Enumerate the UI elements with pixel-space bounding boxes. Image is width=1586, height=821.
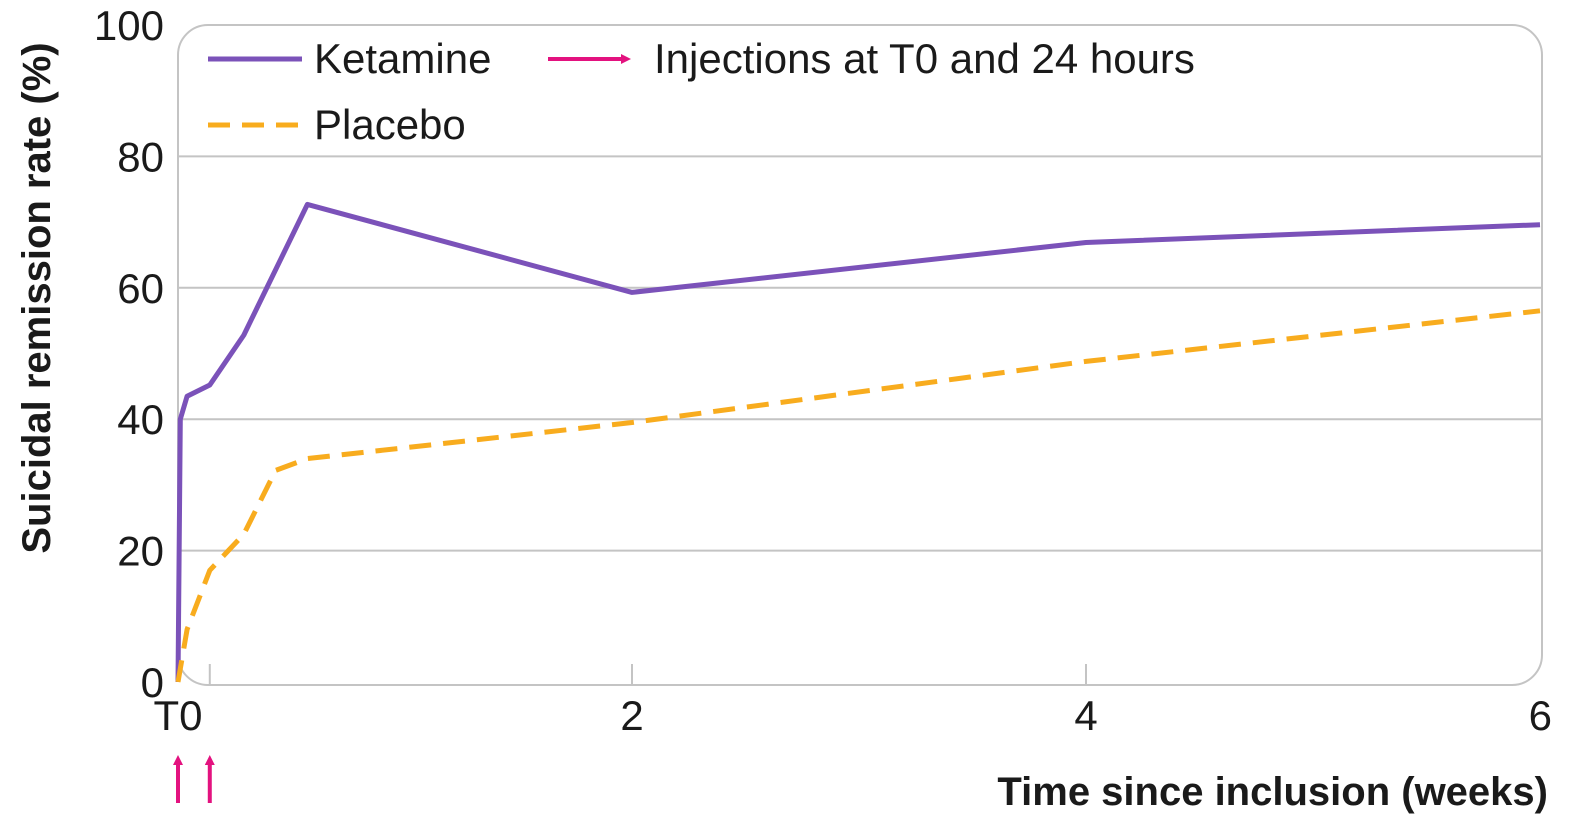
x-tick-marks bbox=[208, 664, 1087, 684]
y-tick-label-100: 100 bbox=[94, 2, 164, 49]
plot-frame bbox=[177, 24, 1543, 686]
y-tick-label-60: 60 bbox=[117, 265, 164, 312]
series-lines bbox=[175, 201, 1541, 683]
y-tick-label-40: 40 bbox=[117, 396, 164, 443]
y-tick-label-20: 20 bbox=[117, 528, 164, 575]
injection-markers bbox=[173, 755, 215, 803]
grid-lines bbox=[178, 155, 1542, 552]
legend-label-injections: Injections at T0 and 24 hours bbox=[654, 35, 1195, 82]
x-tick-labels: T0 2 4 6 bbox=[153, 692, 1552, 739]
x-axis-title: Time since inclusion (weeks) bbox=[997, 770, 1548, 814]
y-axis-title: Suicidal remission rate (%) bbox=[15, 42, 59, 553]
x-tick-label-T0: T0 bbox=[153, 692, 202, 739]
legend: Ketamine Injections at T0 and 24 hours P… bbox=[208, 35, 1195, 148]
x-tick-label-6: 6 bbox=[1529, 692, 1552, 739]
x-tick-label-2: 2 bbox=[620, 692, 643, 739]
series-line-ketamine bbox=[175, 201, 1541, 683]
series-line-placebo bbox=[175, 308, 1541, 683]
y-tick-label-0: 0 bbox=[141, 659, 164, 706]
y-tick-labels: 0 20 40 60 80 100 bbox=[94, 2, 164, 706]
y-tick-label-80: 80 bbox=[117, 133, 164, 180]
legend-label-ketamine: Ketamine bbox=[314, 35, 491, 82]
x-tick-label-4: 4 bbox=[1074, 692, 1097, 739]
legend-label-placebo: Placebo bbox=[314, 101, 466, 148]
